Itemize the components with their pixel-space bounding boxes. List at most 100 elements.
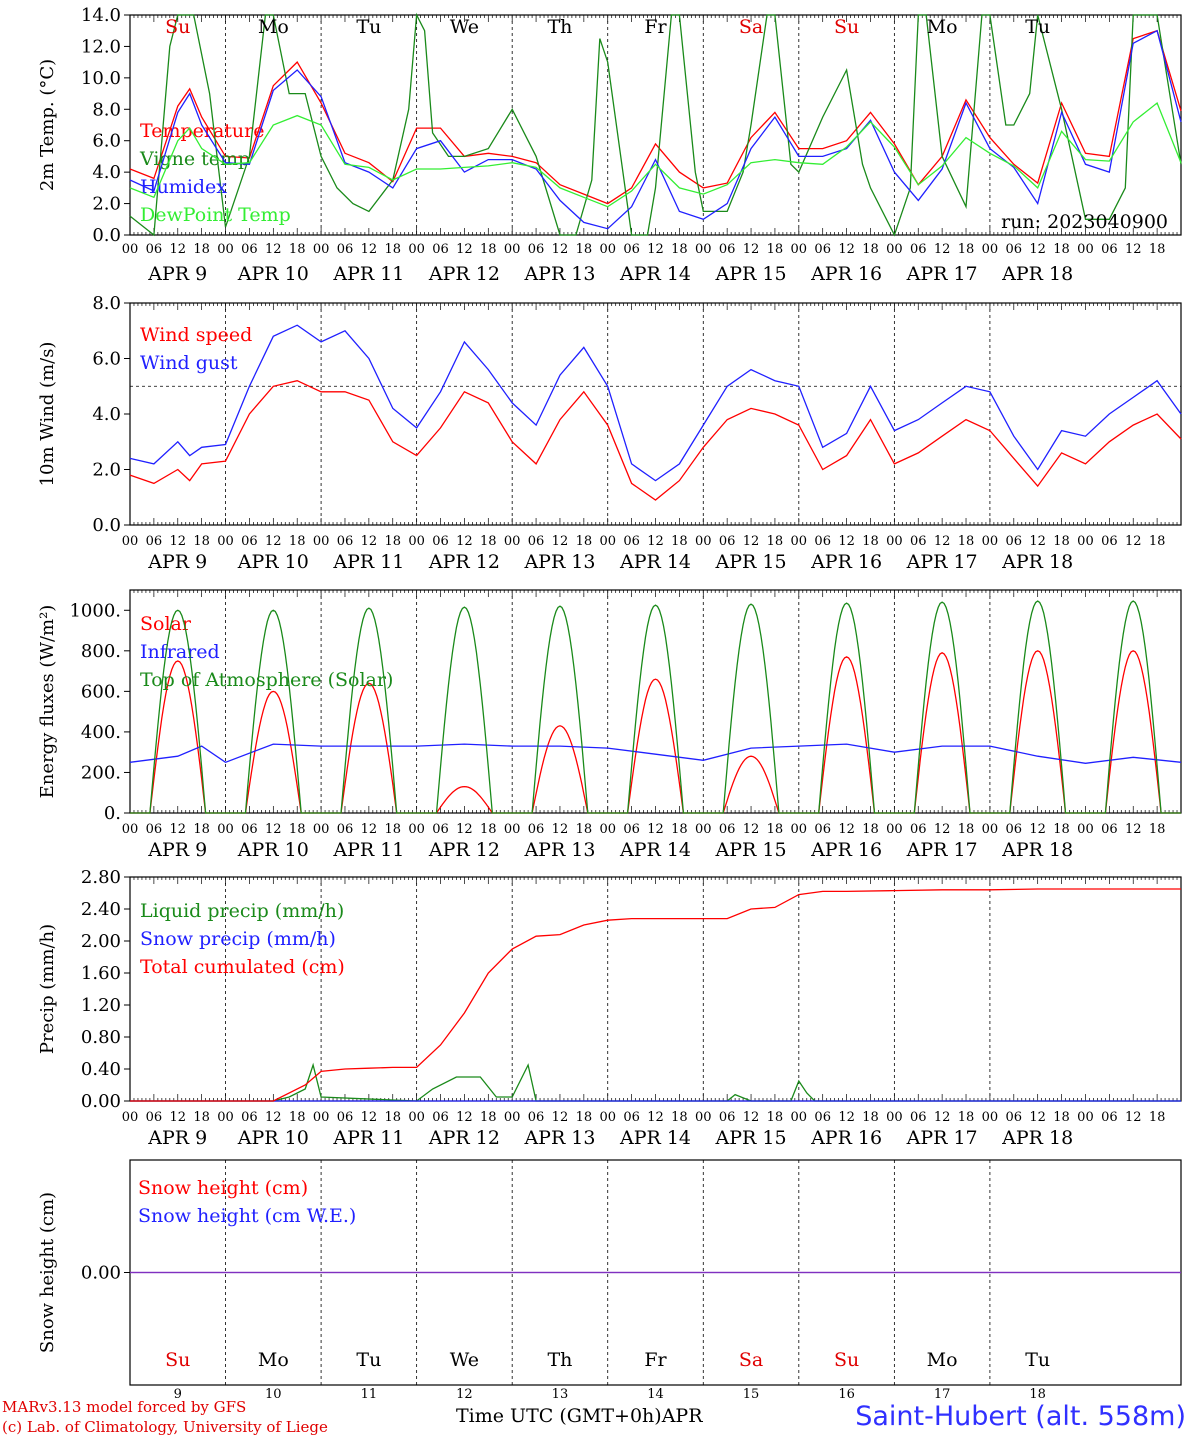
weekday-label-bottom: Su <box>165 1349 190 1371</box>
day-label: APR 13 <box>523 263 595 285</box>
x-tick-label: 06 <box>910 1110 927 1125</box>
x-tick-label: 18 <box>289 1110 306 1125</box>
x-tick-label: 12 <box>1125 534 1142 549</box>
day-label: APR 10 <box>237 1127 309 1149</box>
x-tick-label: 12 <box>743 534 760 549</box>
y-tick-label: 0. <box>104 803 121 824</box>
x-tick-label: 12 <box>169 534 186 549</box>
x-tick-label: 12 <box>934 1110 951 1125</box>
x-tick-label: 12 <box>361 1110 378 1125</box>
x-tick-label: 12 <box>743 822 760 837</box>
x-tick-label: 18 <box>480 242 497 257</box>
x-tick-label: 06 <box>1101 822 1118 837</box>
x-tick-label: 18 <box>767 534 784 549</box>
y-tick-label: 0.00 <box>81 1091 121 1112</box>
series-line-wind-gust <box>129 324 1182 482</box>
y-tick-label: 4.0 <box>92 162 121 183</box>
x-tick-label: 12 <box>1125 1110 1142 1125</box>
x-tick-label: 12 <box>1029 242 1046 257</box>
x-tick-label: 12 <box>265 822 282 837</box>
day-label: APR 17 <box>906 839 978 861</box>
x-tick-label: 12 <box>361 242 378 257</box>
x-tick-label: 12 <box>361 822 378 837</box>
weekday-label-bottom: Th <box>547 1349 572 1371</box>
x-tick-label: 00 <box>122 1110 139 1125</box>
x-tick-label: 06 <box>241 242 258 257</box>
day-label: APR 16 <box>810 551 882 573</box>
day-label: APR 12 <box>428 263 500 285</box>
day-label: APR 14 <box>619 263 691 285</box>
x-tick-label: 18 <box>862 242 879 257</box>
day-label: APR 9 <box>147 263 207 285</box>
x-tick-label: 12 <box>265 1110 282 1125</box>
station-name: Saint-Hubert (alt. 558m) <box>855 1401 1186 1432</box>
x-tick-label: 12 <box>169 822 186 837</box>
y-tick-label: 400. <box>81 722 121 743</box>
time-label: Time UTC (GMT+0h) <box>456 1405 662 1427</box>
x-tick-label: 12 <box>265 534 282 549</box>
day-number-label: 10 <box>265 1387 282 1402</box>
y-tick-label: 800. <box>81 641 121 662</box>
x-tick-label: 18 <box>480 822 497 837</box>
day-number-label: 14 <box>647 1387 664 1402</box>
x-tick-label: 00 <box>791 242 808 257</box>
weekday-label-bottom: Su <box>834 1349 859 1371</box>
y-tick-label: 8.0 <box>92 293 121 314</box>
y-axis-label: 10m Wind (m/s) <box>37 342 58 487</box>
y-tick-label: 8.0 <box>92 99 121 120</box>
y-tick-label: 10.0 <box>81 68 121 89</box>
x-tick-label: 06 <box>719 822 736 837</box>
x-tick-label: 06 <box>528 534 545 549</box>
x-tick-label: 18 <box>576 534 593 549</box>
x-tick-label: 06 <box>910 822 927 837</box>
x-tick-label: 18 <box>193 534 210 549</box>
x-tick-label: 18 <box>671 534 688 549</box>
x-tick-label: 06 <box>1006 242 1023 257</box>
x-tick-label: 12 <box>361 534 378 549</box>
weekday-label-bottom: Mo <box>258 1349 289 1371</box>
series-line-humidex <box>129 29 1182 230</box>
x-tick-label: 00 <box>1077 822 1094 837</box>
x-tick-label: 06 <box>337 822 354 837</box>
x-tick-label: 18 <box>289 534 306 549</box>
y-axis-label: Precip (mm/h) <box>37 924 58 1054</box>
x-tick-label: 00 <box>695 242 712 257</box>
x-tick-label: 12 <box>1125 822 1142 837</box>
day-label: APR 10 <box>237 839 309 861</box>
x-tick-label: 06 <box>1006 1110 1023 1125</box>
series-line-total-cumulated-cm- <box>130 888 1181 1102</box>
weekday-label-top: Tu <box>1025 16 1050 38</box>
weekday-label-bottom: Tu <box>356 1349 381 1371</box>
x-tick-label: 18 <box>862 1110 879 1125</box>
day-label: APR 17 <box>906 1127 978 1149</box>
month-label: APR <box>661 1405 703 1427</box>
x-tick-label: 00 <box>886 822 903 837</box>
panel-1: 0.0 2.0 4.0 6.0 8.0 10.0 12.0 14.0 2m Temp. (°C)… <box>37 5 1182 285</box>
x-tick-label: 00 <box>313 822 330 837</box>
x-tick-label: 06 <box>623 822 640 837</box>
x-tick-label: 06 <box>146 534 163 549</box>
series-line-dewpoint-temp <box>129 101 1182 208</box>
x-tick-label: 18 <box>1149 822 1166 837</box>
x-tick-label: 06 <box>910 534 927 549</box>
x-tick-label: 00 <box>122 242 139 257</box>
x-tick-label: 00 <box>791 1110 808 1125</box>
x-tick-label: 06 <box>432 242 449 257</box>
x-tick-label: 12 <box>647 242 664 257</box>
x-tick-label: 00 <box>217 242 234 257</box>
x-tick-label: 12 <box>456 1110 473 1125</box>
plot-frame <box>129 302 1182 526</box>
day-label: APR 16 <box>810 263 882 285</box>
x-tick-label: 00 <box>313 242 330 257</box>
x-tick-label: 06 <box>623 1110 640 1125</box>
x-tick-label: 06 <box>1006 534 1023 549</box>
x-tick-label: 06 <box>1006 822 1023 837</box>
weekday-label-top: Th <box>547 16 572 38</box>
model-credit: MARv3.13 model forced by GFS <box>2 1398 247 1416</box>
x-tick-label: 00 <box>982 822 999 837</box>
x-tick-label: 00 <box>408 534 425 549</box>
day-label: APR 15 <box>715 839 787 861</box>
day-label: APR 10 <box>237 551 309 573</box>
y-tick-label: 0.0 <box>92 225 121 246</box>
